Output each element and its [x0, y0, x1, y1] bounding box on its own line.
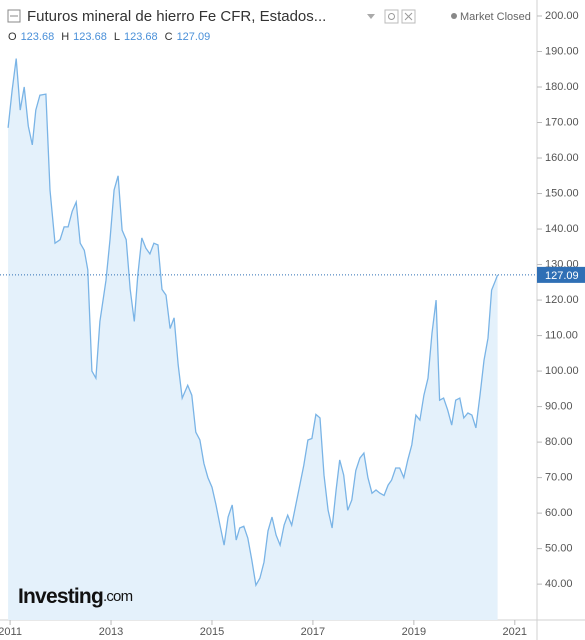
last-price-box — [537, 266, 585, 283]
chart-title: Futuros mineral de hierro Fe CFR, Estado… — [27, 8, 326, 25]
x-tick-label: 2021 — [503, 626, 527, 638]
ohlc-value: 127.09 — [177, 31, 211, 43]
ohlc-key: O — [8, 31, 17, 43]
logo: Investing.com — [18, 585, 133, 608]
plot-area — [7, 58, 499, 621]
x-tick-label: 2015 — [200, 626, 224, 638]
y-tick-label: 70.00 — [545, 472, 573, 484]
ohlc-row: O 123.68 H 123.68 L 123.68 C 127.09 — [8, 31, 210, 43]
y-tick-label: 40.00 — [545, 578, 573, 590]
status-dot — [451, 13, 457, 19]
y-tick-label: 120.00 — [545, 294, 579, 306]
y-tick-label: 150.00 — [545, 187, 579, 199]
x-tick-label: 2013 — [99, 626, 123, 638]
x-tick-label: 2019 — [402, 626, 426, 638]
y-tick-label: 90.00 — [545, 400, 573, 412]
y-tick-label: 100.00 — [545, 365, 579, 377]
close-icon-x — [404, 12, 413, 21]
settings-icon-gear — [388, 13, 395, 20]
y-tick-label: 170.00 — [545, 116, 579, 128]
ohlc-key: L — [114, 31, 120, 43]
y-tick-label: 80.00 — [545, 436, 573, 448]
y-tick-label: 180.00 — [545, 81, 579, 93]
settings-icon[interactable] — [384, 9, 399, 24]
x-tick-label: 2017 — [301, 626, 325, 638]
ohlc-value: 123.68 — [21, 31, 55, 43]
y-tick-label: 200.00 — [545, 10, 579, 22]
y-tick-label: 50.00 — [545, 543, 573, 555]
last-price-label: 127.09 — [545, 270, 579, 282]
area-fill — [8, 58, 498, 621]
ohlc-value: 123.68 — [124, 31, 158, 43]
market-status: Market Closed — [460, 11, 531, 23]
logo-main: Investing — [18, 585, 103, 608]
y-tick-label: 60.00 — [545, 507, 573, 519]
dropdown-arrow[interactable] — [367, 14, 375, 19]
ohlc-key: C — [165, 31, 173, 43]
y-tick-label: 110.00 — [545, 329, 578, 341]
y-tick-label: 190.00 — [545, 45, 579, 57]
ohlc-key: H — [61, 31, 69, 43]
x-tick-label: 2011 — [0, 626, 22, 638]
y-tick-label: 140.00 — [545, 223, 579, 235]
price-line — [7, 58, 499, 588]
ohlc-value: 123.68 — [73, 31, 107, 43]
y-tick-label: 160.00 — [545, 152, 579, 164]
logo-suffix: .com — [103, 588, 133, 605]
